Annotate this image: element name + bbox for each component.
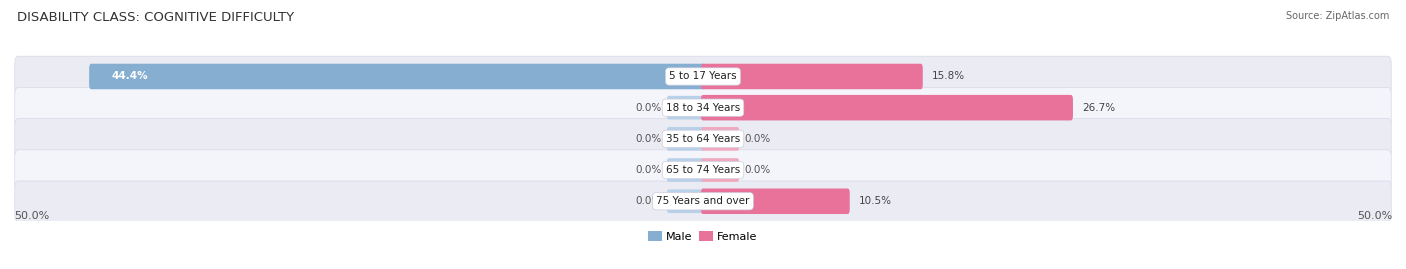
Text: 44.4%: 44.4% <box>112 72 149 82</box>
Text: DISABILITY CLASS: COGNITIVE DIFFICULTY: DISABILITY CLASS: COGNITIVE DIFFICULTY <box>17 11 294 24</box>
FancyBboxPatch shape <box>666 189 704 213</box>
Text: 0.0%: 0.0% <box>744 165 770 175</box>
Legend: Male, Female: Male, Female <box>644 226 762 246</box>
FancyBboxPatch shape <box>702 95 1073 121</box>
FancyBboxPatch shape <box>666 158 704 182</box>
Text: 65 to 74 Years: 65 to 74 Years <box>666 165 740 175</box>
FancyBboxPatch shape <box>14 56 1392 97</box>
FancyBboxPatch shape <box>14 181 1392 221</box>
FancyBboxPatch shape <box>666 127 704 151</box>
FancyBboxPatch shape <box>89 64 704 89</box>
FancyBboxPatch shape <box>702 127 740 151</box>
FancyBboxPatch shape <box>14 87 1392 128</box>
FancyBboxPatch shape <box>14 150 1392 190</box>
Text: 0.0%: 0.0% <box>636 134 662 144</box>
Text: 10.5%: 10.5% <box>859 196 891 206</box>
Text: 0.0%: 0.0% <box>636 196 662 206</box>
FancyBboxPatch shape <box>14 119 1392 159</box>
Text: 18 to 34 Years: 18 to 34 Years <box>666 103 740 113</box>
Text: 35 to 64 Years: 35 to 64 Years <box>666 134 740 144</box>
Text: 75 Years and over: 75 Years and over <box>657 196 749 206</box>
Text: 50.0%: 50.0% <box>1357 211 1392 221</box>
Text: Source: ZipAtlas.com: Source: ZipAtlas.com <box>1285 11 1389 21</box>
Text: 15.8%: 15.8% <box>932 72 965 82</box>
Text: 50.0%: 50.0% <box>14 211 49 221</box>
FancyBboxPatch shape <box>702 189 849 214</box>
Text: 0.0%: 0.0% <box>744 134 770 144</box>
FancyBboxPatch shape <box>702 64 922 89</box>
FancyBboxPatch shape <box>666 96 704 119</box>
Text: 0.0%: 0.0% <box>636 165 662 175</box>
Text: 5 to 17 Years: 5 to 17 Years <box>669 72 737 82</box>
FancyBboxPatch shape <box>702 158 740 182</box>
Text: 26.7%: 26.7% <box>1083 103 1115 113</box>
Text: 0.0%: 0.0% <box>636 103 662 113</box>
